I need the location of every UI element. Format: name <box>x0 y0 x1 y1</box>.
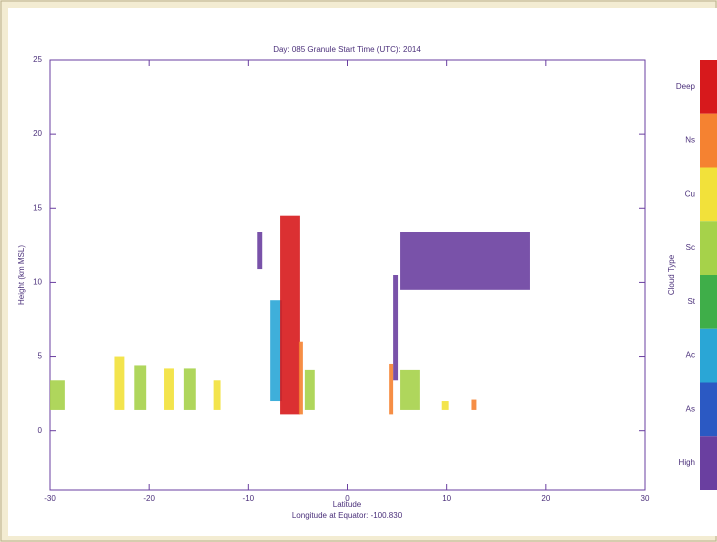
y-tick-label: 10 <box>33 278 42 287</box>
colorbar-swatch <box>700 328 717 383</box>
colorbar-tick-label: Ns <box>685 136 695 145</box>
y-tick-label: 15 <box>33 203 42 212</box>
x-axis-sublabel: Longitude at Equator: -100.830 <box>292 511 403 520</box>
x-axis-label: Latitude <box>333 500 362 509</box>
colorbar-swatch <box>700 382 717 437</box>
cloud-region <box>304 369 315 410</box>
colorbar-tick-label: As <box>686 404 695 413</box>
x-tick-label: -20 <box>143 494 155 503</box>
cloud-region <box>270 300 283 402</box>
cloud-region <box>50 380 65 410</box>
cloud-region <box>400 232 530 290</box>
cloud-region <box>471 399 477 410</box>
cloud-region <box>441 401 449 410</box>
colorbar-tick-label: Cu <box>685 189 695 198</box>
colorbar-tick-label: Sc <box>686 243 695 252</box>
y-tick-label: 0 <box>38 426 43 435</box>
colorbar-swatch <box>700 60 717 114</box>
x-tick-label: -10 <box>243 494 255 503</box>
y-tick-label: 5 <box>38 352 43 361</box>
y-tick-label: 20 <box>33 129 42 138</box>
colorbar-tick-label: High <box>679 458 695 467</box>
colorbar-tick-label: St <box>687 297 695 306</box>
y-tick-label: 25 <box>33 55 42 64</box>
cloud-region <box>114 356 125 410</box>
y-axis-label: Height (km MSL) <box>17 245 26 305</box>
x-tick-label: 20 <box>541 494 550 503</box>
cloud-region <box>389 363 394 415</box>
colorbar-tick-label: Ac <box>686 351 695 360</box>
colorbar-swatch <box>700 167 717 222</box>
chart-title: Day: 085 Granule Start Time (UTC): 2014 <box>273 45 421 54</box>
x-tick-label: -30 <box>44 494 56 503</box>
colorbar-swatch <box>700 436 717 490</box>
cloud-region <box>213 380 221 410</box>
colorbar-swatch <box>700 275 717 329</box>
cloud-region <box>164 368 174 410</box>
colorbar-tick-label: Deep <box>676 82 696 91</box>
panel <box>8 8 717 536</box>
cloud-region <box>257 232 263 270</box>
cloud-region <box>280 215 300 415</box>
cloud-region <box>393 275 399 381</box>
x-tick-label: 30 <box>641 494 650 503</box>
cloud-region <box>400 369 420 410</box>
colorbar-swatch <box>700 221 717 275</box>
cloud-region <box>134 365 147 410</box>
cloud-region <box>298 341 303 415</box>
cloud-region <box>183 368 196 410</box>
x-tick-label: 0 <box>345 494 350 503</box>
colorbar-swatch <box>700 113 717 168</box>
x-tick-label: 10 <box>442 494 451 503</box>
colorbar-label: Cloud Type <box>667 254 676 295</box>
